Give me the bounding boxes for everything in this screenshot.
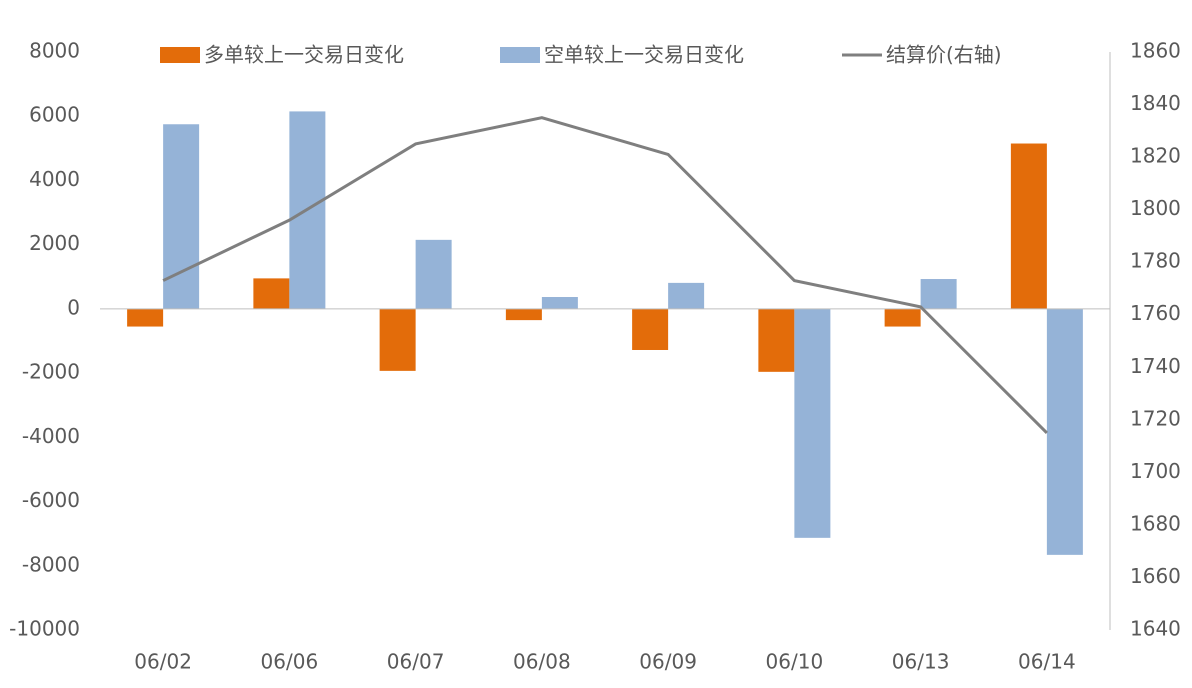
legend-label: 空单较上一交易日变化 <box>544 43 744 67</box>
bar <box>1010 143 1047 309</box>
x-tick-label: 06/08 <box>513 650 571 674</box>
x-tick-label: 06/13 <box>892 650 950 674</box>
x-tick-label: 06/14 <box>1018 650 1076 674</box>
y2-tick-label: 1860 <box>1130 39 1181 63</box>
y2-tick-label: 1820 <box>1130 144 1181 168</box>
y2-tick-label: 1800 <box>1130 196 1181 220</box>
y-tick-label: 6000 <box>29 103 80 127</box>
y2-tick-label: 1740 <box>1130 354 1181 378</box>
bar <box>920 279 957 309</box>
y2-tick-label: 1700 <box>1130 459 1181 483</box>
x-tick-label: 06/02 <box>134 650 192 674</box>
x-tick-label: 06/07 <box>387 650 445 674</box>
bar <box>884 308 921 327</box>
bar <box>379 308 416 371</box>
bar <box>127 308 164 327</box>
bar <box>541 297 578 309</box>
y-tick-label: -2000 <box>22 360 80 384</box>
bar <box>1046 308 1083 555</box>
legend-swatch <box>500 47 540 63</box>
legend-label: 多单较上一交易日变化 <box>204 43 404 67</box>
y-tick-label: -4000 <box>22 424 80 448</box>
y2-tick-label: 1640 <box>1130 617 1181 641</box>
x-tick-label: 06/09 <box>639 650 697 674</box>
x-tick-label: 06/06 <box>261 650 319 674</box>
bar <box>794 308 831 538</box>
y2-tick-label: 1720 <box>1130 406 1181 430</box>
y-tick-label: -8000 <box>22 552 80 576</box>
bar <box>415 239 452 309</box>
y-tick-label: 4000 <box>29 167 80 191</box>
bar <box>505 308 542 321</box>
bar <box>163 124 200 309</box>
legend-label: 结算价(右轴) <box>886 43 1002 67</box>
y-tick-label: -6000 <box>22 488 80 512</box>
y-tick-label: 8000 <box>29 39 80 63</box>
y2-tick-label: 1840 <box>1130 91 1181 115</box>
bar <box>758 308 795 372</box>
y2-tick-label: 1660 <box>1130 564 1181 588</box>
bar <box>632 308 669 350</box>
y2-tick-label: 1780 <box>1130 249 1181 273</box>
x-tick-label: 06/10 <box>766 650 824 674</box>
y-tick-label: -10000 <box>9 617 80 641</box>
bar <box>253 278 290 309</box>
y2-tick-label: 1680 <box>1130 511 1181 535</box>
legend-swatch <box>160 47 200 63</box>
line <box>162 116 1048 435</box>
bar <box>668 282 705 309</box>
y-tick-label: 2000 <box>29 231 80 255</box>
y2-tick-label: 1760 <box>1130 301 1181 325</box>
y-tick-label: 0 <box>67 295 80 319</box>
